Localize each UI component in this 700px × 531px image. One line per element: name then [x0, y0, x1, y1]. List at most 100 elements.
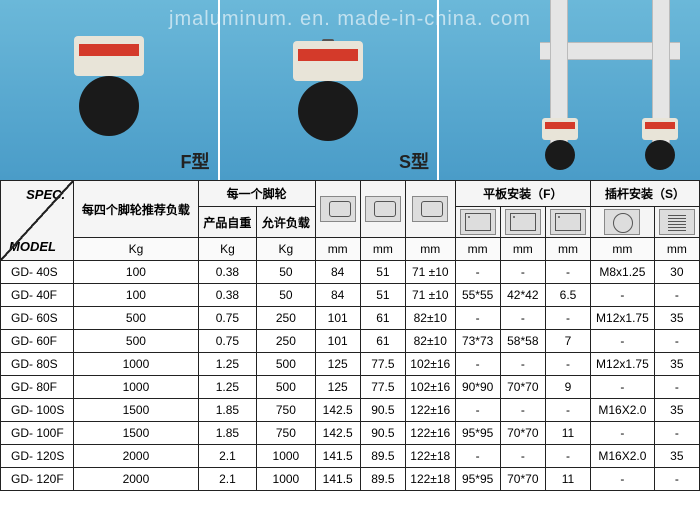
value-cell: 77.5 [360, 353, 405, 376]
spec-model-header: SPEC. MODEL [1, 181, 74, 261]
table-row: GD- 100F15001.85750142.590.5122±1695*957… [1, 422, 700, 445]
image-label-f: F型 [181, 148, 210, 174]
value-cell: 750 [257, 422, 315, 445]
value-cell: 82±10 [405, 307, 455, 330]
value-cell: - [500, 353, 545, 376]
col-per-caster: 每一个脚轮 [198, 181, 315, 207]
value-cell: 42*42 [500, 284, 545, 307]
unit-4: mm [360, 238, 405, 261]
value-cell: 58*58 [500, 330, 545, 353]
value-cell: - [500, 261, 545, 284]
value-cell: - [500, 399, 545, 422]
value-cell: 142.5 [315, 399, 360, 422]
value-cell: 0.38 [198, 284, 256, 307]
value-cell: - [455, 399, 500, 422]
product-images: jmaluminum. en. made-in-china. com F型 S型 [0, 0, 700, 180]
value-cell: 70*70 [500, 376, 545, 399]
value-cell: - [545, 353, 590, 376]
table-row: GD- 120S20002.11000141.589.5122±18---M16… [1, 445, 700, 468]
value-cell: - [654, 468, 699, 491]
model-cell: GD- 80S [1, 353, 74, 376]
value-cell: 141.5 [315, 468, 360, 491]
value-cell: 125 [315, 376, 360, 399]
value-cell: M12x1.75 [591, 307, 655, 330]
value-cell: 73*73 [455, 330, 500, 353]
plate-icon-3 [545, 207, 590, 238]
value-cell: - [654, 330, 699, 353]
model-cell: GD- 40S [1, 261, 74, 284]
model-cell: GD- 120S [1, 445, 74, 468]
col-self-weight: 产品自重 [198, 207, 256, 238]
value-cell: 2000 [74, 445, 199, 468]
image-label-s: S型 [399, 148, 429, 174]
value-cell: 2.1 [198, 468, 256, 491]
value-cell: 100 [74, 261, 199, 284]
value-cell: 1.25 [198, 353, 256, 376]
value-cell: 1.25 [198, 376, 256, 399]
value-cell: 1000 [74, 353, 199, 376]
spec-table: SPEC. MODEL 每四个脚轮推荐负载 每一个脚轮 平板安装（F） 插杆安装… [0, 180, 700, 491]
value-cell: 35 [654, 399, 699, 422]
value-cell: 750 [257, 399, 315, 422]
value-cell: 500 [257, 353, 315, 376]
value-cell: 6.5 [545, 284, 590, 307]
value-cell: 82±10 [405, 330, 455, 353]
value-cell: 2.1 [198, 445, 256, 468]
value-cell: M16X2.0 [591, 445, 655, 468]
model-cell: GD- 100F [1, 422, 74, 445]
value-cell: - [545, 307, 590, 330]
value-cell: 122±18 [405, 468, 455, 491]
image-f-type: F型 [0, 0, 218, 180]
value-cell: 102±16 [405, 376, 455, 399]
value-cell: 0.38 [198, 261, 256, 284]
unit-6: mm [455, 238, 500, 261]
unit-10: mm [654, 238, 699, 261]
value-cell: 2000 [74, 468, 199, 491]
value-cell: M8x1.25 [591, 261, 655, 284]
col-allow-load: 允许负载 [257, 207, 315, 238]
image-s-type: S型 [220, 0, 438, 180]
value-cell: M12x1.75 [591, 353, 655, 376]
value-cell: - [591, 468, 655, 491]
table-row: GD- 60S5000.752501016182±10---M12x1.7535 [1, 307, 700, 330]
value-cell: 1000 [257, 468, 315, 491]
value-cell: - [591, 330, 655, 353]
col-plate-mount: 平板安装（F） [455, 181, 591, 207]
value-cell: - [545, 261, 590, 284]
stem-icon-2 [654, 207, 699, 238]
table-row: GD- 60F5000.752501016182±1073*7358*587-- [1, 330, 700, 353]
value-cell: 61 [360, 330, 405, 353]
value-cell: 1000 [257, 445, 315, 468]
value-cell: 122±16 [405, 399, 455, 422]
value-cell: 35 [654, 445, 699, 468]
value-cell: 89.5 [360, 468, 405, 491]
value-cell: 11 [545, 468, 590, 491]
value-cell: - [654, 422, 699, 445]
value-cell: 7 [545, 330, 590, 353]
model-cell: GD- 80F [1, 376, 74, 399]
model-cell: GD- 40F [1, 284, 74, 307]
model-cell: GD- 60F [1, 330, 74, 353]
unit-0: Kg [74, 238, 199, 261]
value-cell: 77.5 [360, 376, 405, 399]
value-cell: 51 [360, 284, 405, 307]
value-cell: 95*95 [455, 422, 500, 445]
stem-icon-1 [591, 207, 655, 238]
value-cell: - [545, 399, 590, 422]
model-cell: GD- 120F [1, 468, 74, 491]
unit-2: Kg [257, 238, 315, 261]
value-cell: - [591, 422, 655, 445]
plate-icon-2 [500, 207, 545, 238]
value-cell: 71 ±10 [405, 284, 455, 307]
value-cell: 0.75 [198, 307, 256, 330]
value-cell: 50 [257, 284, 315, 307]
value-cell: 500 [257, 376, 315, 399]
value-cell: 141.5 [315, 445, 360, 468]
value-cell: 89.5 [360, 445, 405, 468]
unit-7: mm [500, 238, 545, 261]
value-cell: - [545, 445, 590, 468]
value-cell: 100 [74, 284, 199, 307]
value-cell: 71 ±10 [405, 261, 455, 284]
value-cell: 101 [315, 307, 360, 330]
table-row: GD- 40S1000.3850845171 ±10---M8x1.2530 [1, 261, 700, 284]
